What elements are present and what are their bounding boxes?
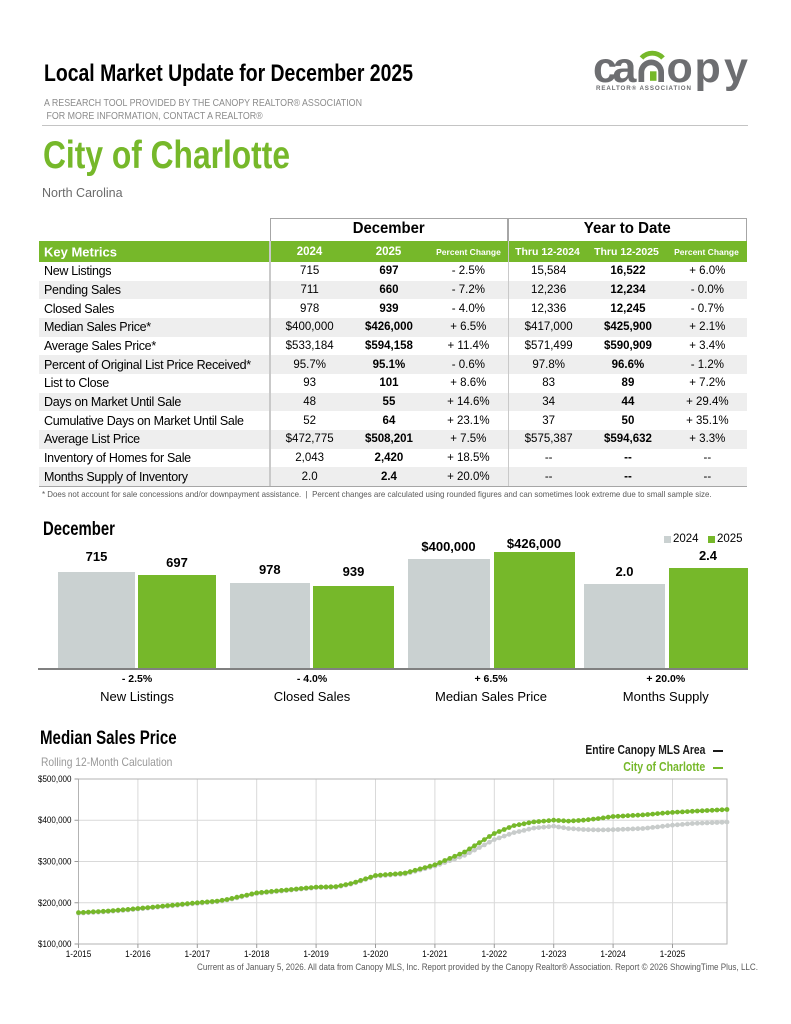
svg-text:1-2015: 1-2015 <box>66 949 92 959</box>
svg-text:1-2021: 1-2021 <box>422 949 448 959</box>
svg-text:o: o <box>667 44 693 92</box>
svg-text:$300,000: $300,000 <box>38 857 72 867</box>
svg-text:1-2022: 1-2022 <box>482 949 508 959</box>
svg-text:1-2017: 1-2017 <box>185 949 211 959</box>
svg-text:1-2020: 1-2020 <box>363 949 389 959</box>
svg-text:c: c <box>593 44 617 92</box>
svg-text:$200,000: $200,000 <box>38 898 72 908</box>
svg-text:$500,000: $500,000 <box>38 774 72 784</box>
svg-text:1-2023: 1-2023 <box>541 949 567 959</box>
svg-text:a: a <box>613 44 638 92</box>
svg-text:y: y <box>724 44 748 92</box>
svg-text:1-2025: 1-2025 <box>660 949 686 959</box>
svg-text:REALTOR® ASSOCIATION: REALTOR® ASSOCIATION <box>596 85 692 92</box>
svg-text:1-2024: 1-2024 <box>600 949 626 959</box>
svg-text:1-2016: 1-2016 <box>125 949 151 959</box>
svg-text:$400,000: $400,000 <box>38 815 72 825</box>
svg-text:1-2018: 1-2018 <box>244 949 270 959</box>
svg-text:$100,000: $100,000 <box>38 939 72 949</box>
svg-text:1-2019: 1-2019 <box>303 949 329 959</box>
svg-text:p: p <box>695 44 721 92</box>
